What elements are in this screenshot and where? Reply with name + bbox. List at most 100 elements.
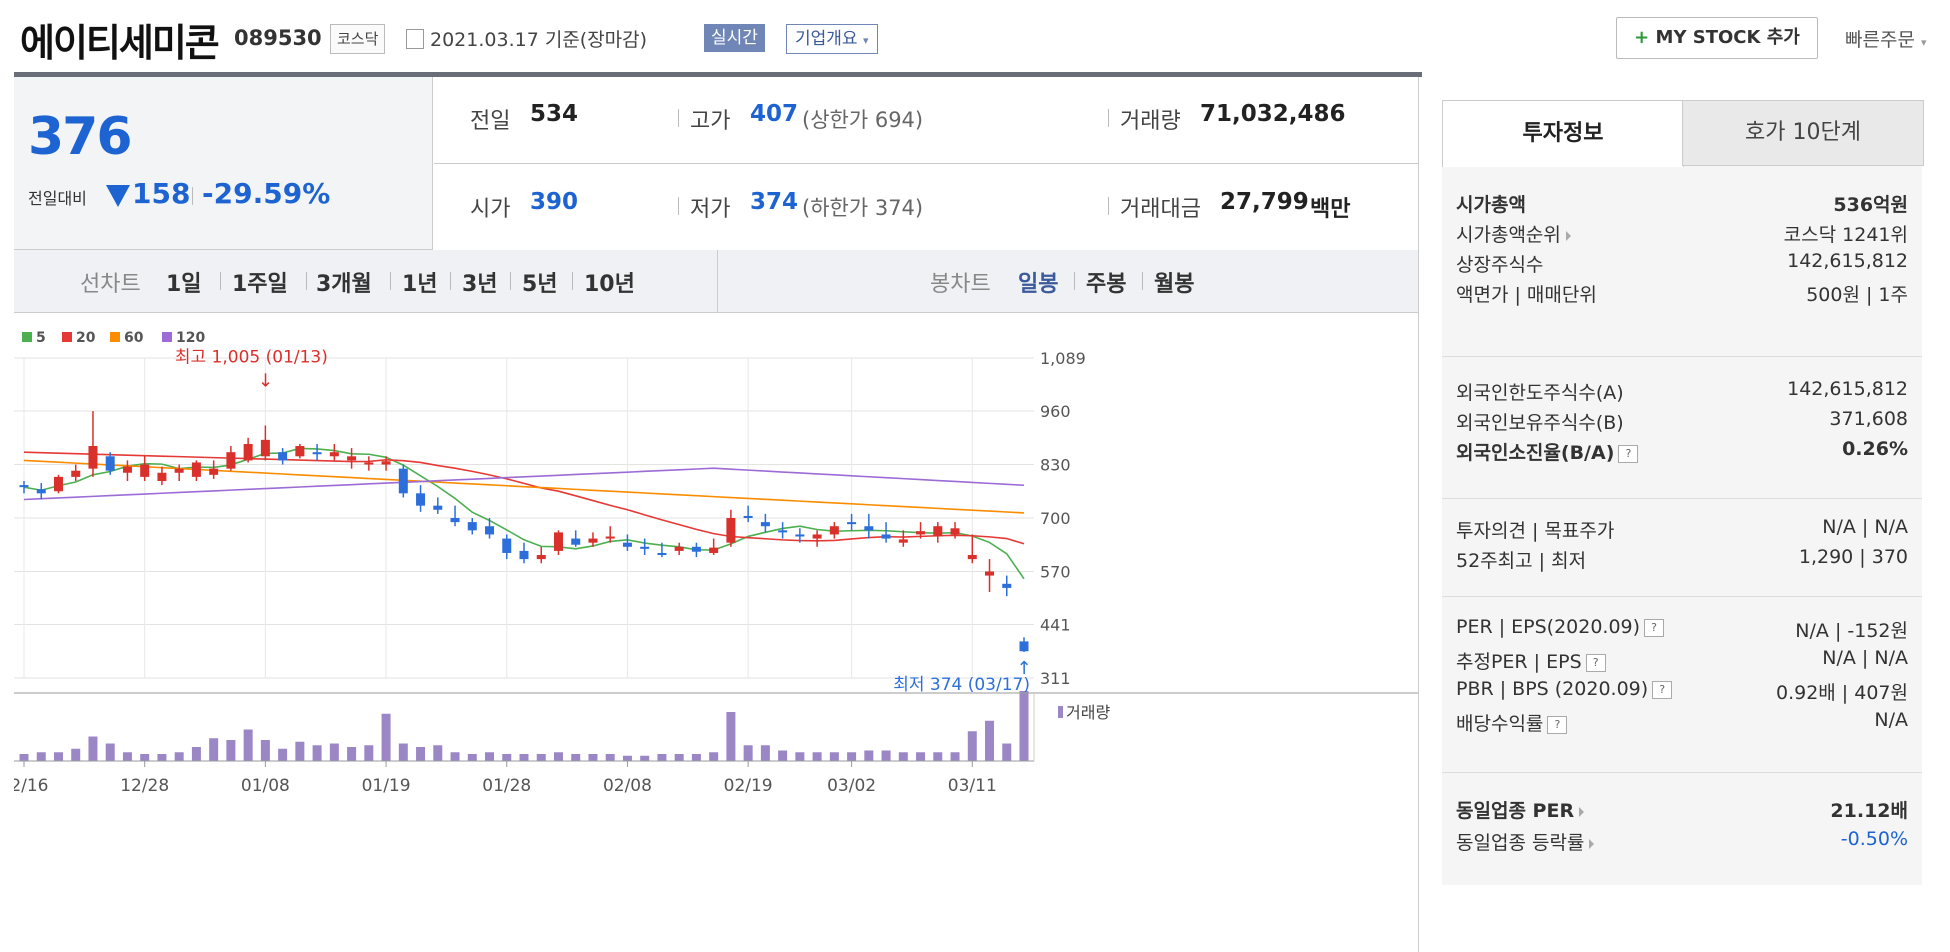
help-icon[interactable]: ?	[1618, 444, 1639, 463]
separator	[1142, 272, 1143, 290]
investment-info-panel	[1442, 100, 1922, 885]
candle-body	[53, 476, 63, 492]
open-value: 390	[530, 189, 579, 215]
candle-body	[243, 443, 253, 461]
amount-unit: 백만	[1310, 197, 1351, 222]
add-my-stock-label: MY STOCK 추가	[1655, 27, 1800, 48]
tab-5y[interactable]: 5년	[522, 272, 558, 297]
chart-grid: 1,089 960 830 700 570 441 311	[14, 349, 1086, 688]
volume-bar	[691, 754, 701, 761]
info-value: N/A | -152원	[1795, 620, 1908, 642]
candle-body	[916, 531, 926, 535]
panel-separator	[1442, 772, 1922, 773]
tab-1y[interactable]: 1년	[402, 272, 438, 297]
tab-3y[interactable]: 3년	[462, 272, 498, 297]
info-label: 상장주식수	[1456, 250, 1543, 277]
help-icon[interactable]: ?	[1644, 618, 1665, 637]
tab-daily[interactable]: 일봉	[1018, 272, 1059, 297]
tab-monthly[interactable]: 월봉	[1154, 272, 1195, 297]
candle-body	[502, 538, 512, 553]
info-label[interactable]: 동일업종 등락률	[1456, 828, 1595, 855]
candle-body	[743, 515, 753, 518]
info-value: 21.12배	[1830, 800, 1908, 822]
open-label: 시가	[470, 197, 511, 222]
tab-divider	[717, 250, 718, 312]
volume-bar	[364, 745, 374, 761]
price-change: 158	[132, 177, 191, 210]
tab-order-book[interactable]: 호가 10단계	[1682, 100, 1924, 166]
info-label: 배당수익률?	[1456, 709, 1568, 736]
volume-bar	[571, 754, 581, 761]
info-value: 코스닥 1241위	[1783, 224, 1908, 246]
info-value: N/A	[1874, 709, 1908, 731]
tab-investment-info[interactable]: 투자정보	[1442, 100, 1684, 167]
legend-label: 120	[176, 330, 205, 346]
info-label: 외국인한도주식수(A)	[1456, 378, 1624, 405]
prev-label: 전일	[470, 109, 511, 134]
live-button[interactable]: 실시간	[704, 24, 765, 52]
company-info-dropdown[interactable]: 기업개요 ▾	[786, 24, 878, 54]
stock-code: 089530	[234, 26, 322, 50]
y-tick-label: 570	[1040, 562, 1071, 581]
tab-1d[interactable]: 1일	[166, 272, 202, 297]
stats-row-1: 전일 534 고가 407 (상한가 694) 거래량 71,032,486	[434, 77, 1418, 164]
candle-body	[433, 505, 443, 510]
volume-bar	[88, 736, 98, 761]
help-icon[interactable]: ?	[1547, 715, 1568, 734]
volume-bar	[381, 713, 391, 761]
help-icon[interactable]: ?	[1652, 680, 1673, 699]
candle-body	[312, 452, 322, 455]
candle-body	[381, 461, 391, 465]
info-label[interactable]: 시가총액순위	[1456, 220, 1571, 247]
info-value: N/A | N/A	[1822, 647, 1908, 669]
info-label-text: 동일업종 PER	[1456, 800, 1575, 822]
panel-separator	[1442, 596, 1922, 597]
tab-1w[interactable]: 1주일	[232, 272, 288, 297]
y-tick-label: 700	[1040, 509, 1071, 528]
lower-limit: (하한가 374)	[802, 196, 924, 220]
chart-tab-bar: 선차트 1일 1주일 3개월 1년 3년 5년 10년 봉차트 일봉 주봉 월봉	[14, 250, 1418, 313]
candle-body	[519, 550, 529, 560]
volume-bar	[829, 752, 839, 761]
candle-body	[416, 493, 426, 506]
legend-label: 20	[76, 330, 96, 346]
tab-weekly[interactable]: 주봉	[1086, 272, 1127, 297]
info-label-text: 투자의견 | 목표주가	[1456, 520, 1615, 542]
volume-bar	[1002, 743, 1012, 761]
volume-bar	[467, 754, 477, 761]
volume-bar	[278, 748, 288, 761]
volume-bar	[243, 729, 253, 761]
add-my-stock-button[interactable]: + MY STOCK 추가	[1616, 17, 1818, 59]
candle-body	[329, 452, 339, 457]
upper-limit: (상한가 694)	[802, 108, 924, 132]
candle-body	[122, 466, 132, 473]
company-info-label: 기업개요	[795, 29, 858, 49]
candle-body	[640, 546, 650, 549]
candle-body	[709, 547, 719, 553]
candle-body	[605, 536, 615, 539]
calendar-icon	[406, 29, 424, 49]
stock-header: 에이티세미콘 089530 코스닥 2021.03.17 기준(장마감) 실시간…	[0, 0, 1950, 75]
line-chart-label: 선차트	[80, 272, 141, 297]
legend-swatch	[62, 332, 72, 342]
x-tick-label: 01/08	[241, 776, 290, 796]
info-value: 1,290 | 370	[1798, 546, 1908, 568]
tab-3m[interactable]: 3개월	[316, 272, 372, 297]
info-label: 추정PER | EPS?	[1456, 647, 1606, 674]
info-label[interactable]: 동일업종 PER	[1456, 796, 1585, 823]
ma-line	[23, 447, 1025, 580]
quick-order-link[interactable]: 빠른주문 ▾	[1845, 25, 1927, 52]
separator	[678, 109, 679, 127]
candle-body	[691, 546, 701, 552]
candle-body	[450, 518, 460, 523]
volume-bar	[674, 754, 684, 761]
help-icon[interactable]: ?	[1585, 653, 1606, 672]
volume-bar	[53, 752, 63, 761]
info-value: 500원 | 1주	[1806, 284, 1908, 306]
info-value: 142,615,812	[1787, 250, 1908, 272]
candle-body	[657, 552, 667, 556]
info-label-text: 시가총액	[1456, 194, 1526, 216]
tab-10y[interactable]: 10년	[584, 272, 635, 297]
volume-legend-swatch	[1058, 706, 1063, 718]
